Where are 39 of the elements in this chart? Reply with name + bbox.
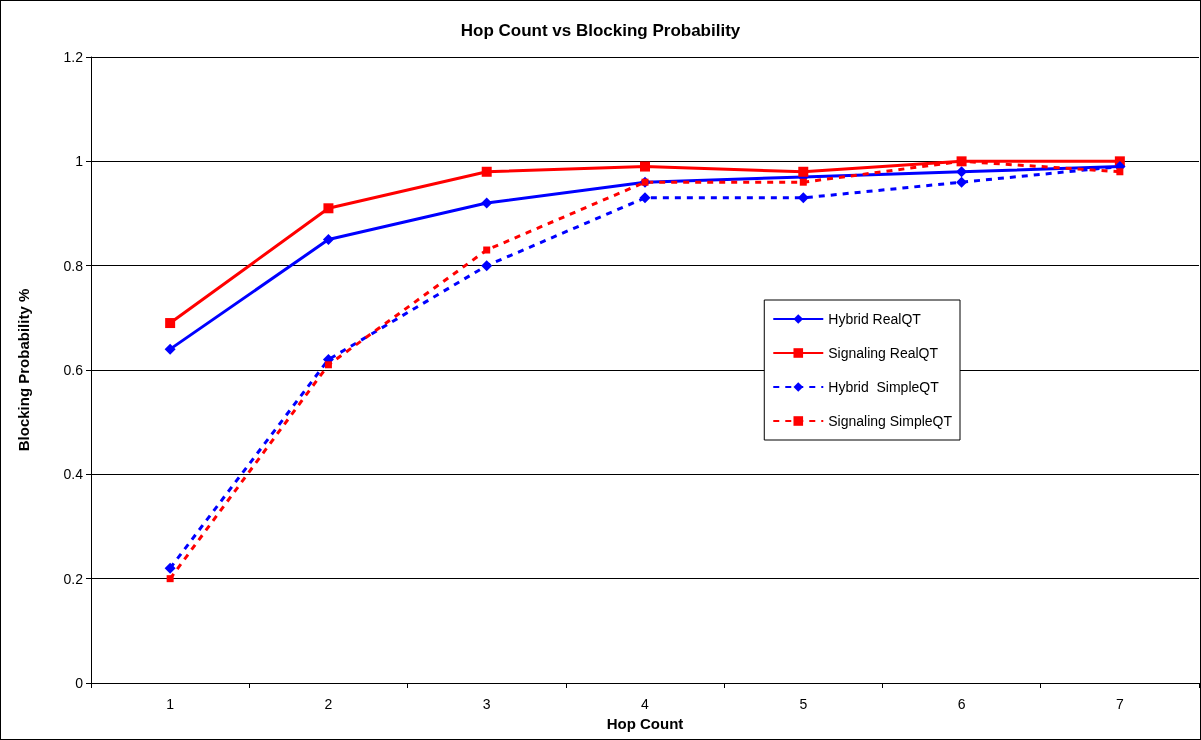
x-tick-label: 3 [482, 696, 491, 712]
x-tick-label: 5 [799, 696, 808, 712]
point [166, 575, 174, 583]
x-tick-label: 1 [166, 696, 175, 712]
y-tick-label: 0.4 [63, 466, 84, 483]
point [956, 176, 968, 188]
point [483, 246, 491, 254]
point [481, 166, 492, 177]
legend-label: Signaling SimpleQT [828, 413, 953, 429]
chart-title: Hop Count vs Blocking Probability [460, 21, 741, 40]
point [164, 562, 176, 574]
y-tick-label: 0.2 [63, 570, 84, 587]
x-tick-label: 7 [1115, 696, 1124, 712]
y-axis-title: Blocking Probability % [15, 288, 32, 452]
x-axis-title: Hop Count [606, 714, 684, 732]
x-tick-label: 6 [957, 696, 966, 712]
legend-label: Signaling RealQT [828, 345, 939, 361]
point [640, 161, 650, 172]
legend-label: Hybrid SimpleQT [828, 379, 940, 395]
y-tick-label: 0 [75, 675, 84, 691]
point [165, 318, 176, 329]
point [1116, 168, 1124, 176]
y-tick-label: 0.6 [63, 362, 84, 378]
y-tick-label: 0.8 [63, 257, 84, 274]
legend-label: Hybrid RealQT [828, 311, 922, 327]
point [481, 260, 493, 272]
point [324, 361, 332, 369]
x-tick-label: 4 [641, 696, 650, 712]
point [322, 234, 334, 246]
y-tick-label: 1.2 [63, 49, 84, 65]
point [799, 178, 807, 186]
x-tick-label: 2 [324, 696, 333, 712]
point [798, 166, 809, 177]
y-tick-label: 1 [75, 153, 84, 170]
point [164, 343, 176, 355]
point [797, 192, 809, 204]
point [481, 197, 493, 209]
point [323, 203, 334, 214]
point [639, 192, 651, 204]
